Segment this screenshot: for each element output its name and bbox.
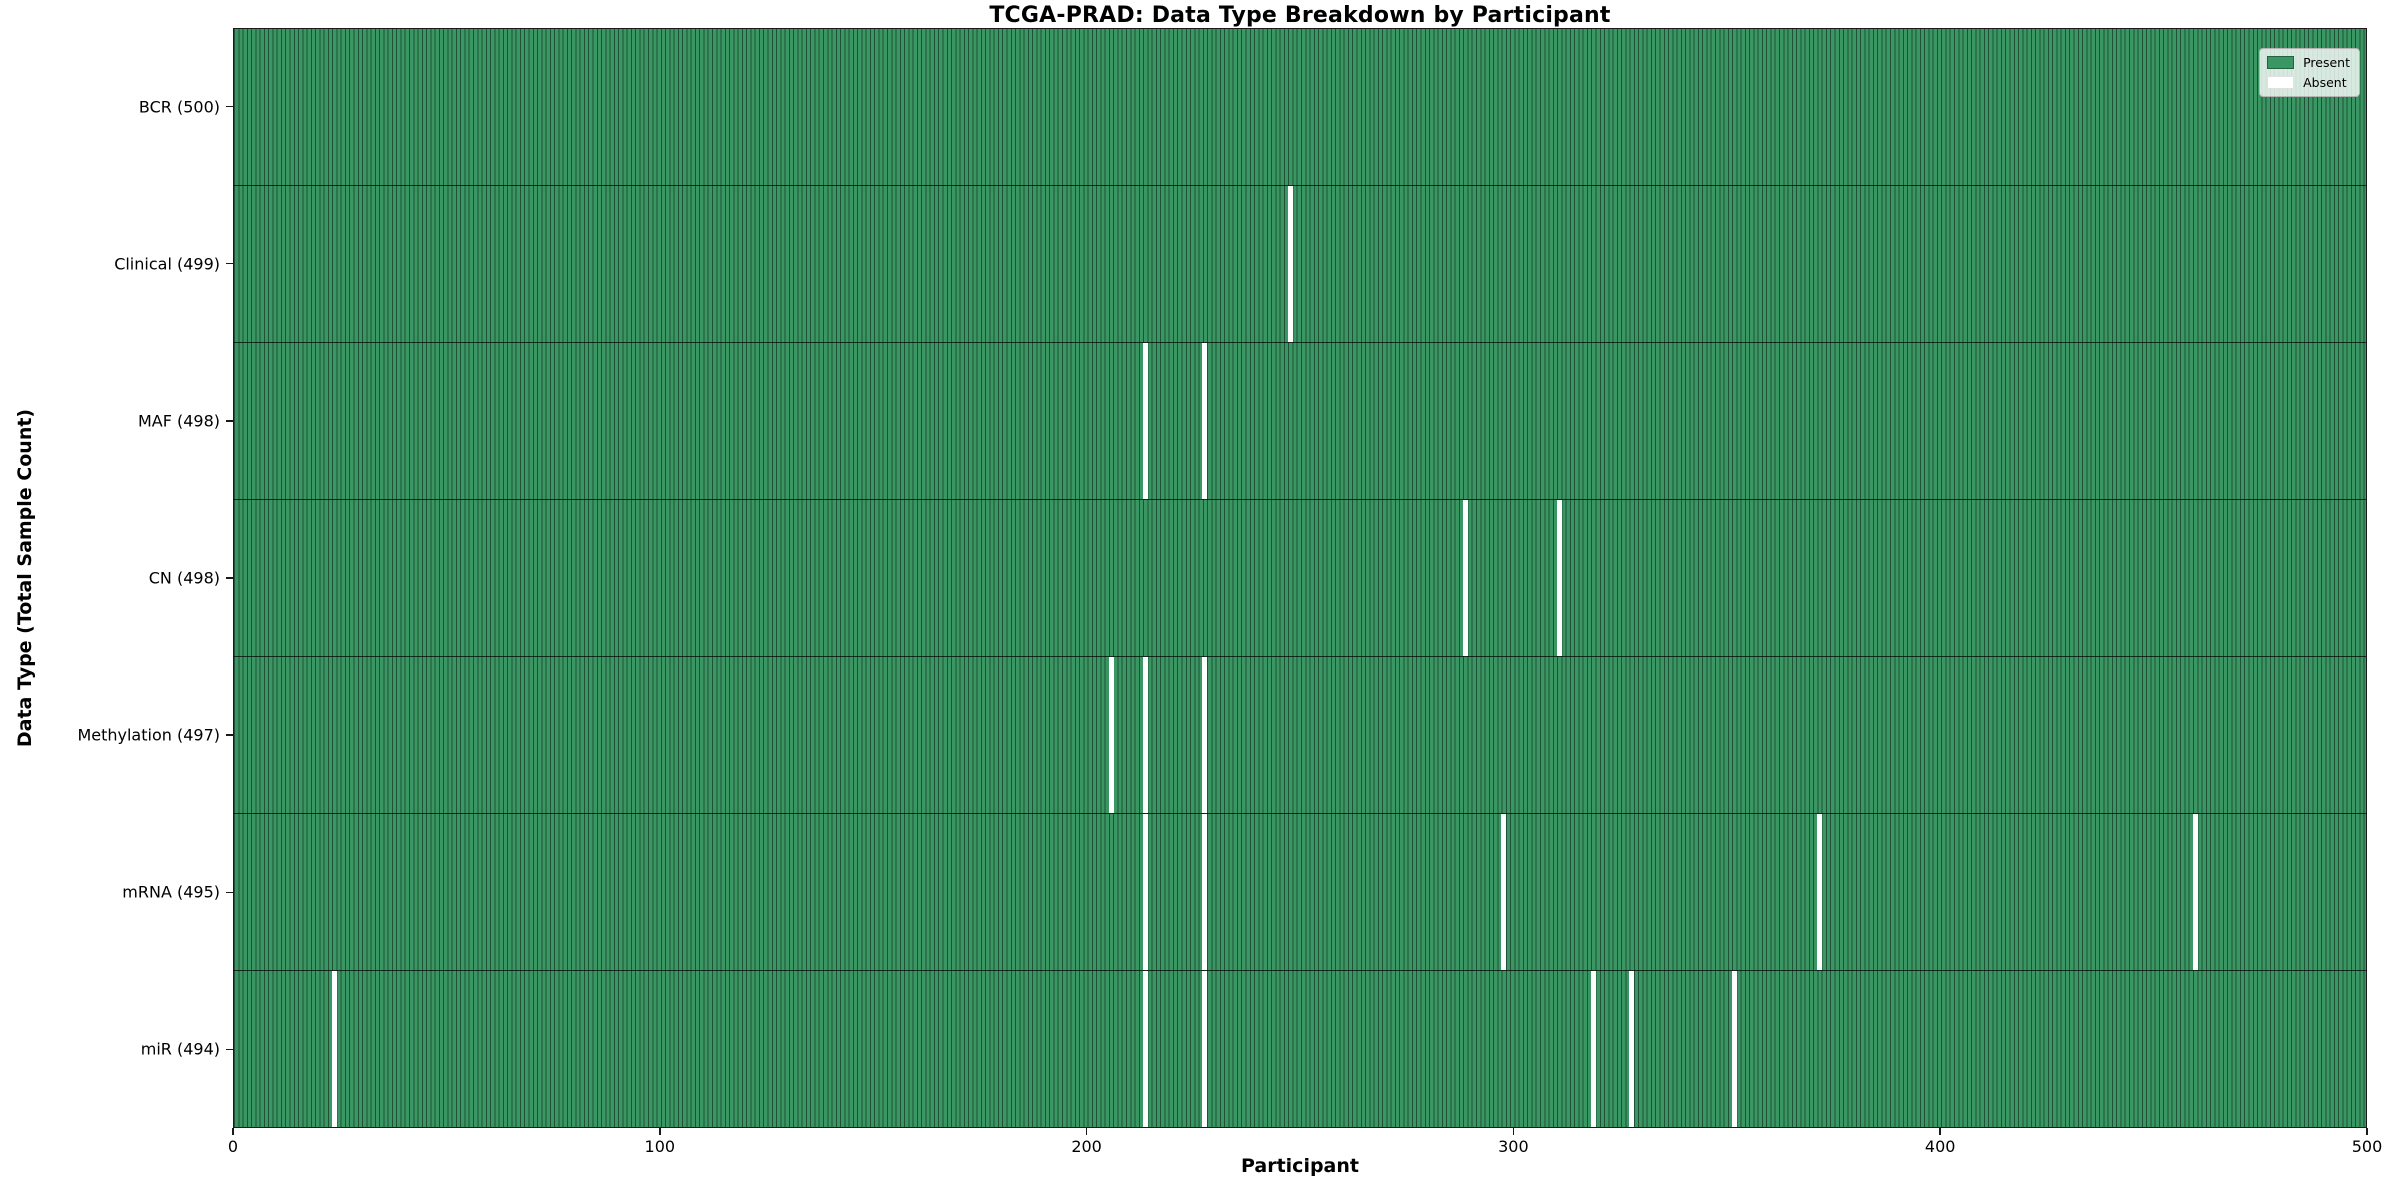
absent-mark <box>1202 814 1208 970</box>
row-Clinical <box>234 186 2366 343</box>
absent-mark <box>1202 657 1208 813</box>
absent-mark <box>1629 971 1635 1127</box>
x-tick-label-500: 500 <box>2351 1137 2383 1156</box>
y-tick-mark <box>226 420 233 422</box>
x-tick-label-0: 0 <box>227 1137 239 1156</box>
absent-mark <box>1731 971 1737 1127</box>
row-MAF <box>234 343 2366 500</box>
absent-mark <box>1556 500 1562 656</box>
x-tick-label-400: 400 <box>1924 1137 1956 1156</box>
x-tick-mark <box>1085 1128 1088 1135</box>
y-tick-mark <box>226 577 233 579</box>
x-tick-label-100: 100 <box>644 1137 676 1156</box>
legend-label-present: Present <box>2303 55 2350 70</box>
absent-mark <box>1108 657 1114 813</box>
y-tick-mark <box>226 734 233 736</box>
absent-mark <box>1142 971 1148 1127</box>
row-mRNA <box>234 814 2366 971</box>
row-BCR <box>234 29 2366 186</box>
absent-mark <box>2192 814 2198 970</box>
y-tick-label-miR: miR (494) <box>140 1039 220 1059</box>
row-miR <box>234 971 2366 1127</box>
x-tick-label-200: 200 <box>1071 1137 1102 1156</box>
absent-mark <box>1590 971 1596 1127</box>
absent-mark <box>1817 814 1823 970</box>
absent-mark <box>1142 657 1148 813</box>
x-tick-mark <box>1939 1128 1941 1135</box>
legend: Present Absent <box>2259 48 2360 97</box>
y-tick-label-Methylation: Methylation (497) <box>77 725 220 745</box>
x-axis-title: Participant <box>1240 1155 1359 1177</box>
absent-mark <box>1501 814 1507 970</box>
x-tick-mark <box>1512 1128 1515 1135</box>
y-tick-mark <box>226 1048 233 1051</box>
absent-mark <box>1462 500 1468 656</box>
absent-mark <box>1142 343 1148 499</box>
y-tick-label-mRNA: mRNA (495) <box>122 882 220 902</box>
absent-mark <box>1287 186 1293 342</box>
y-tick-mark <box>226 891 233 894</box>
x-tick-mark <box>2366 1128 2368 1135</box>
legend-item-present: Present <box>2267 55 2350 70</box>
y-tick-label-MAF: MAF (498) <box>137 411 220 431</box>
y-tick-label-BCR: BCR (500) <box>138 97 220 117</box>
x-tick-mark <box>232 1128 234 1135</box>
row-Methylation <box>234 657 2366 814</box>
legend-swatch-absent-icon <box>2267 76 2295 89</box>
x-tick-label-300: 300 <box>1498 1137 1529 1156</box>
y-tick-label-CN: CN (498) <box>148 568 220 588</box>
absent-mark <box>1202 971 1208 1127</box>
absent-mark <box>1202 343 1208 499</box>
plot-area: Present Absent <box>233 28 2367 1128</box>
chart-title: TCGA-PRAD: Data Type Breakdown by Partic… <box>989 3 1611 28</box>
y-tick-label-Clinical: Clinical (499) <box>114 254 220 274</box>
x-tick-mark <box>659 1128 661 1135</box>
y-tick-mark <box>226 262 233 265</box>
absent-mark <box>1142 814 1148 970</box>
legend-label-absent: Absent <box>2303 75 2347 90</box>
legend-item-absent: Absent <box>2267 75 2350 90</box>
y-tick-mark <box>226 105 233 108</box>
absent-mark <box>331 971 337 1127</box>
legend-swatch-present-icon <box>2267 56 2295 69</box>
row-CN <box>234 500 2366 657</box>
